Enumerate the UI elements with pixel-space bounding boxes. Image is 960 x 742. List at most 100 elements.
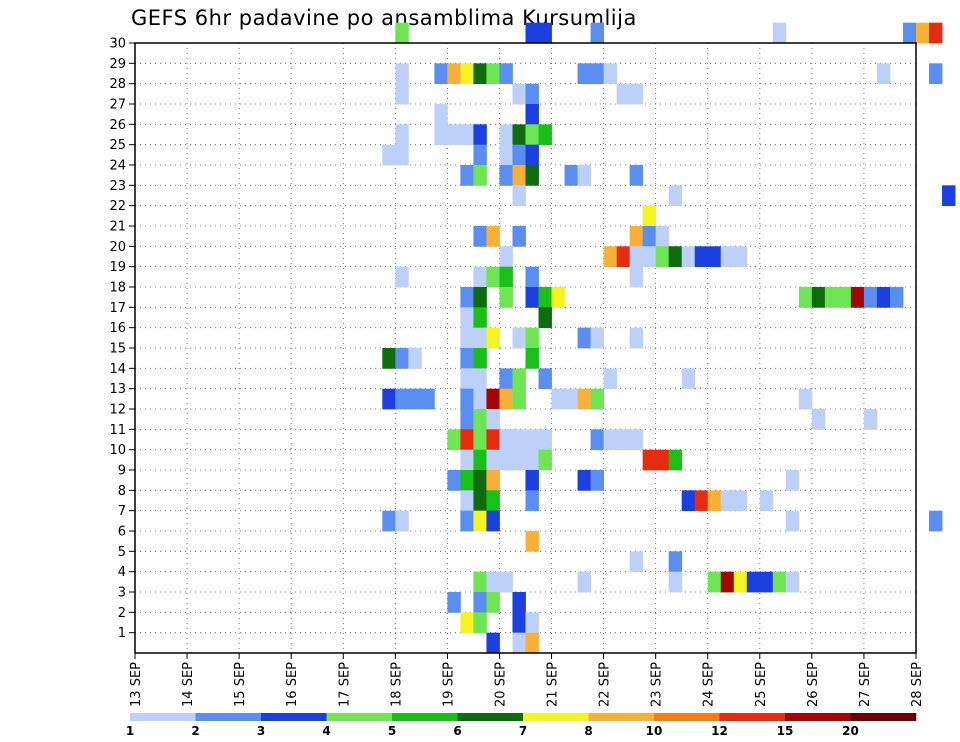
heatmap-cell	[486, 632, 500, 654]
heatmap-cell	[395, 144, 409, 166]
x-tick-label: 16 SEP	[285, 662, 300, 707]
colorbar-segment	[523, 713, 589, 721]
heatmap-cell	[707, 490, 722, 512]
heatmap-cell	[512, 592, 526, 613]
x-tick-label: 23 SEP	[650, 662, 665, 707]
heatmap-cell	[460, 287, 474, 308]
heatmap-cell	[512, 165, 526, 186]
colorbar-tick-label: 5	[388, 724, 396, 738]
heatmap-cell	[525, 22, 539, 44]
heatmap-cell	[486, 490, 500, 512]
heatmap-cell	[629, 83, 644, 105]
heatmap-cell	[525, 429, 539, 451]
colorbar-tick-label: 3	[257, 724, 265, 738]
heatmap-cell	[382, 388, 396, 410]
colorbar-tick-label: 4	[322, 724, 330, 738]
y-tick-label: 13	[109, 382, 126, 397]
heatmap-cell	[512, 449, 526, 471]
heatmap-cell	[512, 185, 526, 207]
heatmap-cell	[668, 449, 683, 471]
heatmap-cell	[486, 63, 500, 85]
heatmap-cell	[916, 22, 930, 44]
heatmap-cell	[720, 571, 735, 593]
heatmap-cell	[460, 165, 474, 186]
heatmap-cell	[525, 266, 539, 288]
heatmap-cell	[603, 246, 618, 268]
colorbar-tick-label: 10	[646, 724, 663, 738]
colorbar-segment	[195, 713, 262, 721]
heatmap-cell	[538, 307, 552, 329]
heatmap-cell	[460, 348, 474, 369]
heatmap-cell	[395, 124, 409, 146]
heatmap-cells	[382, 22, 956, 654]
heatmap-cell	[395, 388, 409, 410]
heatmap-cell	[733, 571, 748, 593]
heatmap-cell	[473, 490, 487, 512]
x-axis-ticks: 13 SEP 14 SEP 15 SEP 16 SEP 17 SEP 18 SEP 19 S…	[129, 653, 925, 707]
heatmap-cell	[486, 470, 500, 491]
heatmap-cell	[460, 124, 474, 146]
heatmap-cell	[577, 388, 591, 410]
colorbar-tick-label: 12	[711, 724, 728, 738]
heatmap-cell	[512, 368, 526, 390]
heatmap-cell	[447, 470, 461, 491]
heatmap-cell	[538, 368, 552, 390]
heatmap-cell	[447, 592, 461, 613]
heatmap-cell	[473, 287, 487, 308]
heatmap-cell	[811, 287, 826, 308]
heatmap-cell	[733, 246, 748, 268]
x-tick-label: 26 SEP	[806, 662, 821, 707]
y-tick-label: 19	[109, 260, 126, 275]
heatmap-cell	[772, 22, 787, 44]
heatmap-cell	[590, 429, 604, 451]
heatmap-cell	[447, 63, 461, 85]
heatmap-cell	[525, 144, 539, 166]
heatmap-cell	[642, 226, 657, 247]
heatmap-cell	[395, 266, 409, 288]
colorbar-segment	[261, 713, 327, 721]
heatmap-cell	[681, 490, 696, 512]
heatmap-cell	[473, 571, 487, 593]
heatmap-cell	[382, 348, 396, 369]
colorbar-tick-label: 8	[584, 724, 592, 738]
heatmap-cell	[395, 83, 409, 105]
heatmap-cell	[538, 449, 552, 471]
heatmap-cell	[395, 510, 409, 532]
heatmap-cell	[876, 63, 891, 85]
heatmap-cell	[512, 226, 526, 247]
heatmap-cell	[538, 22, 552, 44]
heatmap-cell	[512, 83, 526, 105]
y-tick-label: 1	[118, 626, 126, 641]
x-tick-label: 22 SEP	[598, 662, 613, 707]
heatmap-cell	[551, 287, 565, 308]
y-tick-label: 23	[109, 179, 126, 194]
heatmap-cell	[460, 327, 474, 349]
heatmap-cell	[577, 327, 591, 349]
x-tick-label: 18 SEP	[389, 662, 404, 707]
heatmap-cell	[473, 368, 487, 390]
heatmap-cell	[668, 551, 683, 573]
heatmap-cell	[902, 22, 917, 44]
heatmap-cell	[525, 83, 539, 105]
heatmap-cell	[681, 368, 696, 390]
heatmap-cell	[720, 246, 735, 268]
heatmap-cell	[655, 226, 670, 247]
heatmap-cell	[499, 144, 513, 166]
heatmap-cell	[603, 63, 618, 85]
chart-title: GEFS 6hr padavine po ansamblima Kursumli…	[131, 6, 637, 30]
heatmap-cell	[850, 287, 865, 308]
heatmap-cell	[564, 165, 578, 186]
heatmap-cell	[473, 63, 487, 85]
y-axis-ticks: 1234567891011121314151617181920212223242…	[109, 37, 135, 641]
heatmap-cell	[525, 124, 539, 146]
y-tick-label: 18	[109, 281, 126, 296]
heatmap-cell	[473, 409, 487, 430]
colorbar-segment	[785, 713, 851, 721]
heatmap-cell	[473, 226, 487, 247]
heatmap-cell	[525, 490, 539, 512]
x-tick-label: 20 SEP	[493, 662, 508, 707]
heatmap-cell	[486, 449, 500, 471]
heatmap-cell	[486, 226, 500, 247]
y-tick-label: 6	[118, 525, 126, 540]
colorbar-segment	[719, 713, 786, 721]
